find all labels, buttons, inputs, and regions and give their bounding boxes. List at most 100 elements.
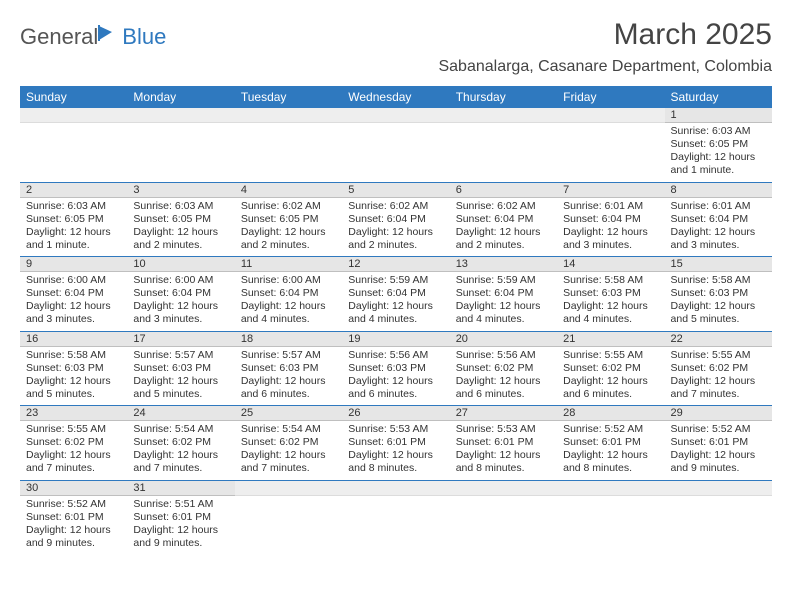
day-number: 24 [127, 406, 234, 421]
sunrise-text: Sunrise: 6:02 AM [456, 200, 551, 213]
calendar-day-cell [235, 480, 342, 554]
location-text: Sabanalarga, Casanare Department, Colomb… [438, 58, 772, 76]
sunrise-text: Sunrise: 5:57 AM [241, 349, 336, 362]
sunset-text: Sunset: 6:05 PM [133, 213, 228, 226]
sunset-text: Sunset: 6:03 PM [671, 287, 766, 300]
day-details: Sunrise: 5:54 AMSunset: 6:02 PMDaylight:… [241, 423, 336, 476]
sunset-text: Sunset: 6:04 PM [671, 213, 766, 226]
sunrise-text: Sunrise: 6:00 AM [26, 274, 121, 287]
day-details: Sunrise: 6:03 AMSunset: 6:05 PMDaylight:… [133, 200, 228, 253]
sunrise-text: Sunrise: 5:54 AM [241, 423, 336, 436]
calendar-day-cell: 16Sunrise: 5:58 AMSunset: 6:03 PMDayligh… [20, 331, 127, 406]
calendar-day-cell [665, 480, 772, 554]
day-number: 26 [342, 406, 449, 421]
daylight-text: Daylight: 12 hours and 2 minutes. [241, 226, 336, 252]
day-details: Sunrise: 6:02 AMSunset: 6:05 PMDaylight:… [241, 200, 336, 253]
sunrise-text: Sunrise: 6:02 AM [348, 200, 443, 213]
sunset-text: Sunset: 6:03 PM [241, 362, 336, 375]
calendar-day-cell: 6Sunrise: 6:02 AMSunset: 6:04 PMDaylight… [450, 182, 557, 257]
sunset-text: Sunset: 6:02 PM [26, 436, 121, 449]
sunrise-text: Sunrise: 5:59 AM [348, 274, 443, 287]
daylight-text: Daylight: 12 hours and 2 minutes. [348, 226, 443, 252]
calendar-day-cell: 26 Sunrise: 5:53 AMSunset: 6:01 PMDayligh… [342, 406, 449, 481]
day-number: 20 [450, 332, 557, 347]
calendar-day-cell [557, 480, 664, 554]
daylight-text: Daylight: 12 hours and 7 minutes. [133, 449, 228, 475]
weekday-header: Thursday [450, 86, 557, 108]
day-number: 14 [557, 257, 664, 272]
sunrise-text: Sunrise: 5:55 AM [26, 423, 121, 436]
day-number-bar [342, 481, 449, 496]
sunrise-text: Sunrise: 5:53 AM [348, 423, 443, 436]
weekday-header: Monday [127, 86, 234, 108]
day-number: 5 [342, 183, 449, 198]
day-number: 13 [450, 257, 557, 272]
sunset-text: Sunset: 6:01 PM [133, 511, 228, 524]
sunrise-text: Sunrise: 6:03 AM [671, 125, 766, 138]
daylight-text: Daylight: 12 hours and 3 minutes. [563, 226, 658, 252]
calendar-day-cell [20, 108, 127, 182]
calendar-day-cell: 18Sunrise: 5:57 AMSunset: 6:03 PMDayligh… [235, 331, 342, 406]
sunset-text: Sunset: 6:04 PM [26, 287, 121, 300]
calendar-week-row: 2Sunrise: 6:03 AMSunset: 6:05 PMDaylight… [20, 182, 772, 257]
calendar-day-cell [127, 108, 234, 182]
sunset-text: Sunset: 6:02 PM [671, 362, 766, 375]
day-number: 9 [20, 257, 127, 272]
day-details: Sunrise: 5:54 AMSunset: 6:02 PMDaylight:… [133, 423, 228, 476]
day-details: Sunrise: 5:56 AMSunset: 6:02 PMDaylight:… [456, 349, 551, 402]
day-details: Sunrise: 6:01 AMSunset: 6:04 PMDaylight:… [671, 200, 766, 253]
calendar-day-cell: 29 Sunrise: 5:52 AMSunset: 6:01 PMDayligh… [665, 406, 772, 481]
day-number: 1 [665, 108, 772, 123]
day-details: Sunrise: 6:00 AMSunset: 6:04 PMDaylight:… [26, 274, 121, 327]
calendar-day-cell [557, 108, 664, 182]
sunrise-text: Sunrise: 6:01 AM [671, 200, 766, 213]
day-details: Sunrise: 6:01 AMSunset: 6:04 PMDaylight:… [563, 200, 658, 253]
calendar-day-cell: 13Sunrise: 5:59 AMSunset: 6:04 PMDayligh… [450, 257, 557, 332]
day-details: Sunrise: 5:56 AMSunset: 6:03 PMDaylight:… [348, 349, 443, 402]
sunset-text: Sunset: 6:05 PM [26, 213, 121, 226]
day-number: 16 [20, 332, 127, 347]
day-number: 6 [450, 183, 557, 198]
day-details: Sunrise: 5:52 AMSunset: 6:01 PMDaylight:… [563, 423, 658, 476]
calendar-week-row: 30Sunrise: 5:52 AMSunset: 6:01 PMDayligh… [20, 480, 772, 554]
day-number-bar [450, 108, 557, 123]
brand-text-general: General [20, 24, 98, 50]
daylight-text: Daylight: 12 hours and 9 minutes. [133, 524, 228, 550]
calendar-day-cell: 28Sunrise: 5:52 AMSunset: 6:01 PMDayligh… [557, 406, 664, 481]
day-details: Sunrise: 5:52 AMSunset: 6:01 PMDaylight:… [671, 423, 766, 476]
sunrise-text: Sunrise: 6:03 AM [133, 200, 228, 213]
day-number: 27 [450, 406, 557, 421]
calendar-day-cell: 23Sunrise: 5:55 AMSunset: 6:02 PMDayligh… [20, 406, 127, 481]
day-details: Sunrise: 5:53 AMSunset: 6:01 PMDaylight:… [348, 423, 443, 476]
day-number: 29 [665, 406, 772, 421]
day-number: 3 [127, 183, 234, 198]
daylight-text: Daylight: 12 hours and 8 minutes. [456, 449, 551, 475]
day-number: 18 [235, 332, 342, 347]
calendar-day-cell: 20 Sunrise: 5:56 AMSunset: 6:02 PMDayligh… [450, 331, 557, 406]
header: General Blue March 2025 Sabanalarga, Cas… [20, 18, 772, 76]
daylight-text: Daylight: 12 hours and 7 minutes. [671, 375, 766, 401]
sunrise-text: Sunrise: 6:02 AM [241, 200, 336, 213]
calendar-day-cell: 21Sunrise: 5:55 AMSunset: 6:02 PMDayligh… [557, 331, 664, 406]
daylight-text: Daylight: 12 hours and 8 minutes. [348, 449, 443, 475]
sunset-text: Sunset: 6:04 PM [348, 213, 443, 226]
daylight-text: Daylight: 12 hours and 7 minutes. [241, 449, 336, 475]
daylight-text: Daylight: 12 hours and 3 minutes. [671, 226, 766, 252]
sunset-text: Sunset: 6:04 PM [241, 287, 336, 300]
calendar-day-cell [450, 108, 557, 182]
sunrise-text: Sunrise: 6:00 AM [241, 274, 336, 287]
day-number: 4 [235, 183, 342, 198]
day-details: Sunrise: 5:58 AMSunset: 6:03 PMDaylight:… [563, 274, 658, 327]
day-number: 10 [127, 257, 234, 272]
daylight-text: Daylight: 12 hours and 6 minutes. [456, 375, 551, 401]
calendar-day-cell: 17Sunrise: 5:57 AMSunset: 6:03 PMDayligh… [127, 331, 234, 406]
calendar-day-cell: 10Sunrise: 6:00 AMSunset: 6:04 PMDayligh… [127, 257, 234, 332]
calendar-week-row: 23Sunrise: 5:55 AMSunset: 6:02 PMDayligh… [20, 406, 772, 481]
day-number: 22 [665, 332, 772, 347]
day-details: Sunrise: 6:02 AMSunset: 6:04 PMDaylight:… [348, 200, 443, 253]
calendar-day-cell: 30Sunrise: 5:52 AMSunset: 6:01 PMDayligh… [20, 480, 127, 554]
weekday-header: Friday [557, 86, 664, 108]
daylight-text: Daylight: 12 hours and 6 minutes. [348, 375, 443, 401]
sunrise-text: Sunrise: 5:55 AM [671, 349, 766, 362]
day-details: Sunrise: 5:52 AMSunset: 6:01 PMDaylight:… [26, 498, 121, 551]
